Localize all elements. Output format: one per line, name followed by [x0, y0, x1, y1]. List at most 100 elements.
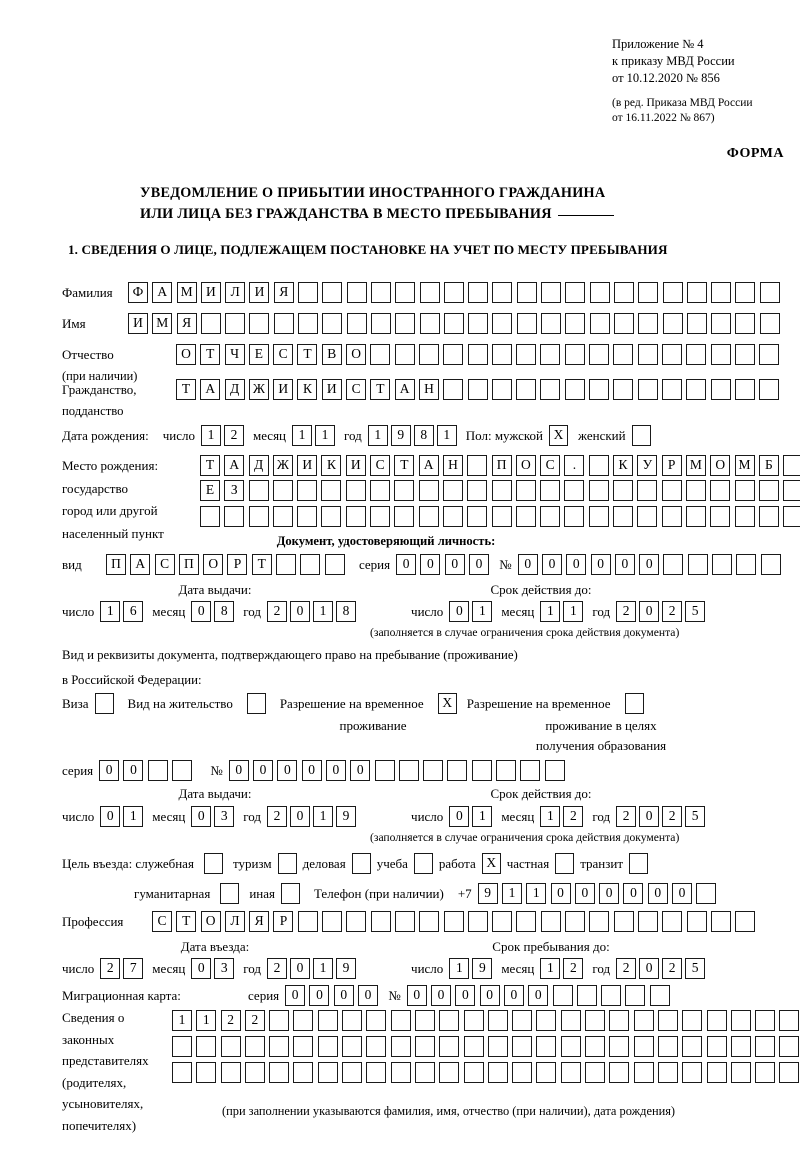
char-cell[interactable]	[711, 313, 732, 334]
char-cell[interactable]	[467, 455, 488, 476]
char-cell[interactable]	[512, 1062, 533, 1083]
char-cell[interactable]	[467, 344, 488, 365]
char-cell[interactable]	[710, 379, 731, 400]
char-cell[interactable]: О	[515, 455, 536, 476]
char-cell[interactable]: А	[130, 554, 151, 575]
char-cell[interactable]: 2	[244, 1010, 265, 1031]
char-cell[interactable]	[760, 554, 781, 575]
char-cell[interactable]: 1	[540, 806, 561, 827]
char-cell[interactable]	[613, 344, 634, 365]
char-cell[interactable]	[273, 313, 294, 334]
char-cell[interactable]: А	[418, 455, 439, 476]
char-cell[interactable]: 9	[336, 958, 357, 979]
char-cell[interactable]: И	[128, 313, 148, 334]
char-cell[interactable]	[783, 506, 800, 527]
char-cell[interactable]	[345, 480, 366, 501]
char-cell[interactable]	[565, 313, 586, 334]
char-cell[interactable]: М	[152, 313, 173, 334]
char-cell[interactable]	[637, 506, 658, 527]
char-cell[interactable]: 0	[517, 554, 538, 575]
char-cell[interactable]	[710, 506, 731, 527]
char-cell[interactable]	[492, 282, 513, 303]
char-cell[interactable]	[682, 1062, 703, 1083]
char-cell[interactable]: 1	[540, 601, 561, 622]
char-cell[interactable]	[443, 911, 464, 932]
char-cell[interactable]: 0	[647, 883, 668, 904]
char-cell[interactable]: О	[176, 344, 196, 365]
char-cell[interactable]: О	[710, 455, 731, 476]
char-cell[interactable]: 0	[469, 554, 489, 575]
char-cell[interactable]	[633, 1010, 654, 1031]
char-cell[interactable]: 9	[390, 425, 411, 446]
char-cell[interactable]	[414, 1036, 435, 1057]
char-cell[interactable]	[552, 985, 573, 1006]
char-cell[interactable]	[783, 480, 800, 501]
char-cell[interactable]	[565, 911, 586, 932]
char-cell[interactable]	[317, 1062, 338, 1083]
char-cell[interactable]	[297, 506, 318, 527]
char-cell[interactable]	[696, 883, 717, 904]
char-cell[interactable]	[442, 480, 463, 501]
char-cell[interactable]	[541, 282, 562, 303]
char-cell[interactable]	[491, 480, 512, 501]
char-cell[interactable]: 2	[616, 806, 637, 827]
char-cell[interactable]	[585, 1010, 606, 1031]
purpose-tourism-checkbox[interactable]	[277, 853, 297, 874]
char-cell[interactable]	[394, 344, 415, 365]
char-cell[interactable]: 1	[123, 806, 144, 827]
char-cell[interactable]: Т	[370, 379, 391, 400]
char-cell[interactable]	[322, 282, 343, 303]
char-cell[interactable]	[686, 313, 707, 334]
char-cell[interactable]	[687, 554, 708, 575]
char-cell[interactable]	[601, 985, 622, 1006]
char-cell[interactable]: М	[176, 282, 197, 303]
char-cell[interactable]	[366, 1010, 387, 1031]
char-cell[interactable]: И	[345, 455, 366, 476]
char-cell[interactable]: 7	[123, 958, 144, 979]
char-cell[interactable]: 0	[420, 554, 441, 575]
char-cell[interactable]: 0	[449, 601, 470, 622]
char-cell[interactable]	[463, 1036, 484, 1057]
char-cell[interactable]	[172, 760, 193, 781]
char-cell[interactable]	[512, 1010, 533, 1031]
char-cell[interactable]	[491, 506, 512, 527]
char-cell[interactable]: 1	[313, 958, 334, 979]
sex-female-checkbox[interactable]	[631, 425, 651, 446]
char-cell[interactable]	[491, 344, 512, 365]
char-cell[interactable]: 1	[472, 806, 493, 827]
char-cell[interactable]	[370, 911, 391, 932]
purpose-humanitarian-checkbox[interactable]	[220, 883, 240, 904]
char-cell[interactable]: Б	[758, 455, 779, 476]
char-cell[interactable]	[682, 1036, 703, 1057]
char-cell[interactable]: Т	[176, 911, 197, 932]
char-cell[interactable]	[492, 911, 513, 932]
char-cell[interactable]: К	[297, 379, 318, 400]
char-cell[interactable]: С	[154, 554, 175, 575]
char-cell[interactable]	[491, 379, 512, 400]
char-cell[interactable]	[515, 480, 536, 501]
char-cell[interactable]: Д	[224, 379, 245, 400]
char-cell[interactable]	[613, 480, 634, 501]
char-cell[interactable]: В	[321, 344, 342, 365]
char-cell[interactable]	[544, 760, 565, 781]
char-cell[interactable]	[394, 911, 415, 932]
char-cell[interactable]	[297, 480, 318, 501]
char-cell[interactable]: 0	[228, 760, 249, 781]
char-cell[interactable]	[706, 1062, 727, 1083]
char-cell[interactable]: П	[491, 455, 512, 476]
char-cell[interactable]	[758, 480, 779, 501]
char-cell[interactable]	[324, 554, 345, 575]
char-cell[interactable]	[759, 344, 780, 365]
char-cell[interactable]	[711, 282, 732, 303]
temp-residence-checkbox[interactable]: X	[437, 693, 457, 714]
char-cell[interactable]	[321, 506, 342, 527]
char-cell[interactable]: 0	[599, 883, 620, 904]
